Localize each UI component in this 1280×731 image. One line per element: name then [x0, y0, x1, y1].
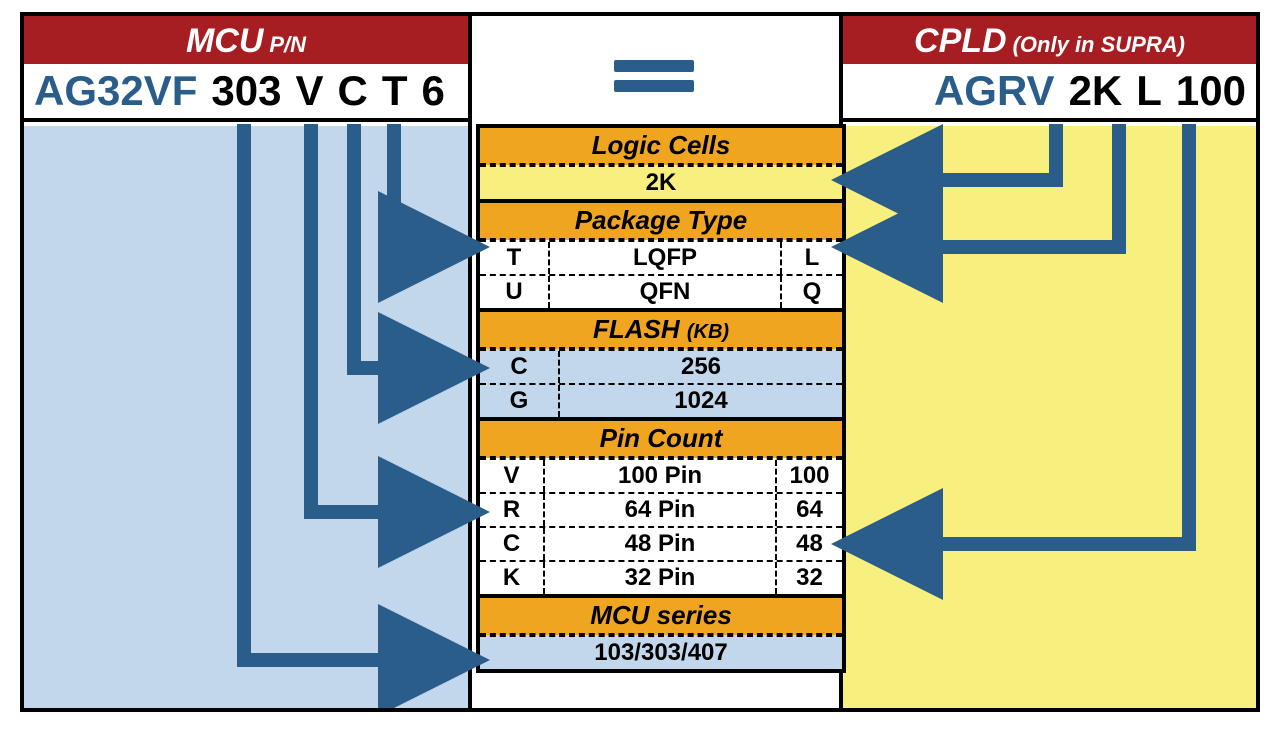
pin-r3-l: K — [480, 562, 545, 594]
mcu-pn-pin: V — [295, 67, 323, 115]
pkg-row0-l: T — [480, 242, 550, 274]
mcu-pn-prefix: AG32VF — [34, 67, 197, 115]
mcu-series-title: MCU series — [480, 598, 842, 635]
cpld-pn-package: L — [1136, 67, 1162, 115]
flash-title: FLASH (KB) — [480, 312, 842, 349]
mcu-header: MCU P/N — [24, 16, 468, 64]
package-type-block: Package Type T LQFP L U QFN Q — [476, 203, 846, 312]
mcu-title: MCU — [186, 22, 263, 61]
pin-r2-m: 48 Pin — [545, 528, 777, 560]
mcu-series-block: MCU series 103/303/407 — [476, 598, 846, 673]
flash-row1-r: 1024 — [560, 385, 842, 417]
pkg-row1-r: Q — [782, 276, 842, 308]
pin-count-block: Pin Count V 100 Pin 100 R 64 Pin 64 C 48… — [476, 421, 846, 598]
pin-r0-m: 100 Pin — [545, 460, 777, 492]
equals-icon — [614, 52, 694, 100]
cpld-header: CPLD (Only in SUPRA) — [843, 16, 1256, 64]
cpld-pn-prefix: AGRV — [934, 67, 1055, 115]
mcu-pn-last: 6 — [421, 67, 444, 115]
cpld-body — [843, 126, 1256, 708]
center-stack: Logic Cells 2K Package Type T LQFP L U Q… — [476, 124, 846, 673]
pin-r0-r: 100 — [777, 460, 842, 492]
pin-r1-m: 64 Pin — [545, 494, 777, 526]
mcu-pn-package: T — [382, 67, 408, 115]
pin-r0-l: V — [480, 460, 545, 492]
cpld-pn-pin: 100 — [1176, 67, 1246, 115]
diagram-frame: MCU P/N AG32VF 303 V C T 6 CPLD (Only in… — [20, 12, 1260, 712]
mcu-panel: MCU P/N AG32VF 303 V C T 6 — [24, 16, 472, 708]
mcu-body — [24, 126, 468, 708]
flash-row0-l: C — [480, 351, 560, 383]
cpld-pn-logic: 2K — [1069, 67, 1123, 115]
pin-r2-l: C — [480, 528, 545, 560]
flash-row1-l: G — [480, 385, 560, 417]
pkg-row0-m: LQFP — [550, 242, 782, 274]
cpld-title: CPLD — [914, 22, 1007, 61]
flash-row0-r: 256 — [560, 351, 842, 383]
cpld-subtitle: (Only in SUPRA) — [1013, 32, 1185, 58]
pkg-row0-r: L — [782, 242, 842, 274]
package-type-title: Package Type — [480, 203, 842, 240]
mcu-series-value: 103/303/407 — [480, 637, 842, 669]
cpld-pn-row: AGRV 2K L 100 — [843, 64, 1256, 122]
logic-cells-block: Logic Cells 2K — [476, 124, 846, 203]
mcu-pn-row: AG32VF 303 V C T 6 — [24, 64, 468, 122]
pin-r3-m: 32 Pin — [545, 562, 777, 594]
pin-r3-r: 32 — [777, 562, 842, 594]
logic-cells-title: Logic Cells — [480, 128, 842, 165]
cpld-panel: CPLD (Only in SUPRA) AGRV 2K L 100 — [839, 16, 1256, 708]
pin-r2-r: 48 — [777, 528, 842, 560]
mcu-subtitle: P/N — [269, 32, 306, 58]
pin-r1-l: R — [480, 494, 545, 526]
pin-count-title: Pin Count — [480, 421, 842, 458]
pin-r1-r: 64 — [777, 494, 842, 526]
mcu-pn-flash: C — [337, 67, 367, 115]
mcu-pn-series: 303 — [211, 67, 281, 115]
flash-block: FLASH (KB) C 256 G 1024 — [476, 312, 846, 421]
pkg-row1-l: U — [480, 276, 550, 308]
logic-cells-value: 2K — [480, 167, 842, 199]
pkg-row1-m: QFN — [550, 276, 782, 308]
